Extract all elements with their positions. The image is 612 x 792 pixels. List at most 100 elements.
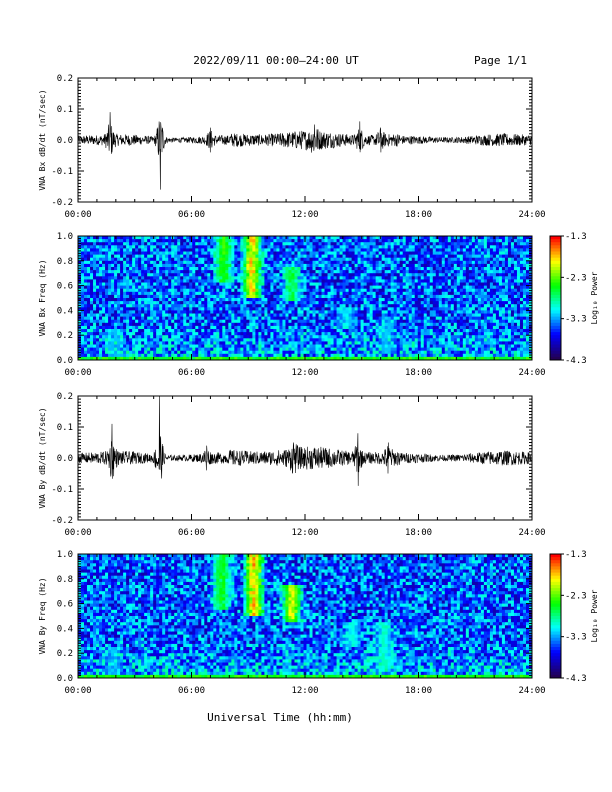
spectrogram-cell	[150, 316, 154, 321]
spectrogram-cell	[399, 329, 404, 333]
spectrogram-cell	[87, 251, 91, 255]
spectrogram-cell	[306, 335, 310, 339]
spectrogram-cell	[96, 310, 100, 314]
spectrogram-cell	[108, 248, 112, 252]
spectrogram-cell	[300, 279, 304, 283]
spectrogram-cell	[408, 291, 413, 296]
spectrogram-cell	[258, 248, 262, 252]
spectrogram-cell	[102, 291, 106, 296]
spectrogram-cell	[408, 285, 413, 290]
spectrogram-cell	[108, 236, 112, 240]
spectrogram-cell	[189, 332, 193, 336]
spectrogram-cell	[141, 294, 145, 299]
spectrogram-cell	[333, 322, 337, 327]
spectrogram-cell	[153, 245, 157, 249]
spectrogram-cell	[150, 341, 154, 345]
spectrogram-cell	[198, 273, 202, 277]
spectrogram-cell	[330, 332, 334, 336]
spectrogram-cell	[111, 248, 115, 252]
spectrogram-cell	[291, 344, 295, 348]
spectrogram-cell	[219, 347, 223, 352]
spectrogram-cell	[87, 304, 91, 308]
spectrogram-cell	[225, 353, 229, 358]
spectrogram-cell	[255, 273, 259, 277]
spectrogram-cell	[423, 341, 428, 345]
spectrogram-cell	[201, 322, 205, 327]
spectrogram-cell	[429, 353, 434, 358]
spectrogram-cell	[255, 245, 259, 249]
spectrogram-cell	[120, 347, 124, 352]
spectrogram-cell	[294, 350, 298, 355]
spectrogram-cell	[327, 260, 331, 265]
spectrogram-cell	[252, 344, 256, 348]
spectrogram-cell	[396, 350, 401, 355]
spectrogram-cell	[261, 310, 265, 314]
spectrogram-cell	[162, 288, 166, 293]
spectrogram-cell	[432, 316, 437, 321]
spectrogram-cell	[156, 285, 160, 290]
spectrogram-cell	[219, 242, 223, 246]
spectrogram-cell	[192, 239, 196, 243]
spectrogram-cell	[423, 282, 428, 286]
spectrogram-cell	[126, 254, 130, 259]
spectrogram-cell	[159, 260, 163, 265]
spectrogram-cell	[399, 322, 404, 327]
spectrogram-cell	[282, 245, 286, 249]
spectrogram-cell	[162, 307, 166, 311]
spectrogram-cell	[279, 304, 283, 308]
spectrogram-cell	[240, 239, 244, 243]
spectrogram-cell	[174, 316, 178, 321]
spectrogram-cell	[258, 335, 262, 339]
spectrogram-cell	[432, 242, 437, 246]
spectrogram-cell	[330, 257, 334, 262]
spectrogram-cell	[351, 276, 356, 280]
spectrogram-cell	[360, 270, 365, 274]
spectrogram-cell	[309, 307, 313, 311]
spectrogram-cell	[123, 263, 127, 268]
spectrogram-cell	[96, 304, 100, 308]
spectrogram-cell	[279, 254, 283, 259]
spectrogram-cell	[426, 288, 431, 293]
spectrogram-cell	[153, 319, 157, 324]
spectrogram-cell	[315, 254, 319, 259]
spectrogram-cell	[399, 288, 404, 293]
spectrogram-cell	[267, 285, 271, 290]
spectrogram-cell	[378, 344, 383, 348]
spectrogram-cell	[342, 350, 346, 355]
spectrogram-cell	[207, 325, 211, 330]
spectrogram-cell	[333, 242, 337, 246]
spectrogram-cell	[273, 335, 277, 339]
spectrogram-cell	[231, 356, 235, 361]
spectrogram-cell	[219, 329, 223, 333]
spectrogram-cell	[213, 335, 217, 339]
spectrogram-cell	[324, 344, 328, 348]
spectrogram-cell	[99, 347, 103, 352]
spectrogram-cell	[366, 282, 371, 286]
spectrogram-cell	[102, 350, 106, 355]
spectrogram-cell	[273, 251, 277, 255]
spectrogram-cell	[231, 254, 235, 259]
spectrogram-cell	[381, 304, 386, 308]
spectrogram-cell	[84, 304, 88, 308]
spectrogram-cell	[90, 341, 94, 345]
spectrogram-cell	[315, 267, 319, 271]
spectrogram-cell	[375, 282, 380, 286]
spectrogram-cell	[375, 257, 380, 262]
spectrogram-cell	[198, 248, 202, 252]
spectrogram-cell	[198, 319, 202, 324]
spectrogram-cell	[198, 325, 202, 330]
spectrogram-cell	[297, 279, 301, 283]
spectrogram-cell	[222, 270, 226, 274]
panel-bx-dbdt: 00:00 06:00 12:00 18:00 24:000.20.10.0-0.1-0…	[38, 74, 546, 220]
spectrogram-cell	[138, 263, 142, 268]
spectrogram-cell	[261, 276, 265, 280]
spectrogram-cell	[360, 267, 365, 271]
spectrogram-cell	[393, 273, 398, 277]
spectrogram-cell	[198, 251, 202, 255]
spectrogram-cell	[411, 285, 416, 290]
spectrogram-cell	[291, 322, 295, 327]
spectrogram-cell	[357, 291, 362, 296]
spectrogram-cell	[183, 307, 187, 311]
spectrogram-cell	[243, 307, 247, 311]
spectrogram-cell	[177, 316, 181, 321]
